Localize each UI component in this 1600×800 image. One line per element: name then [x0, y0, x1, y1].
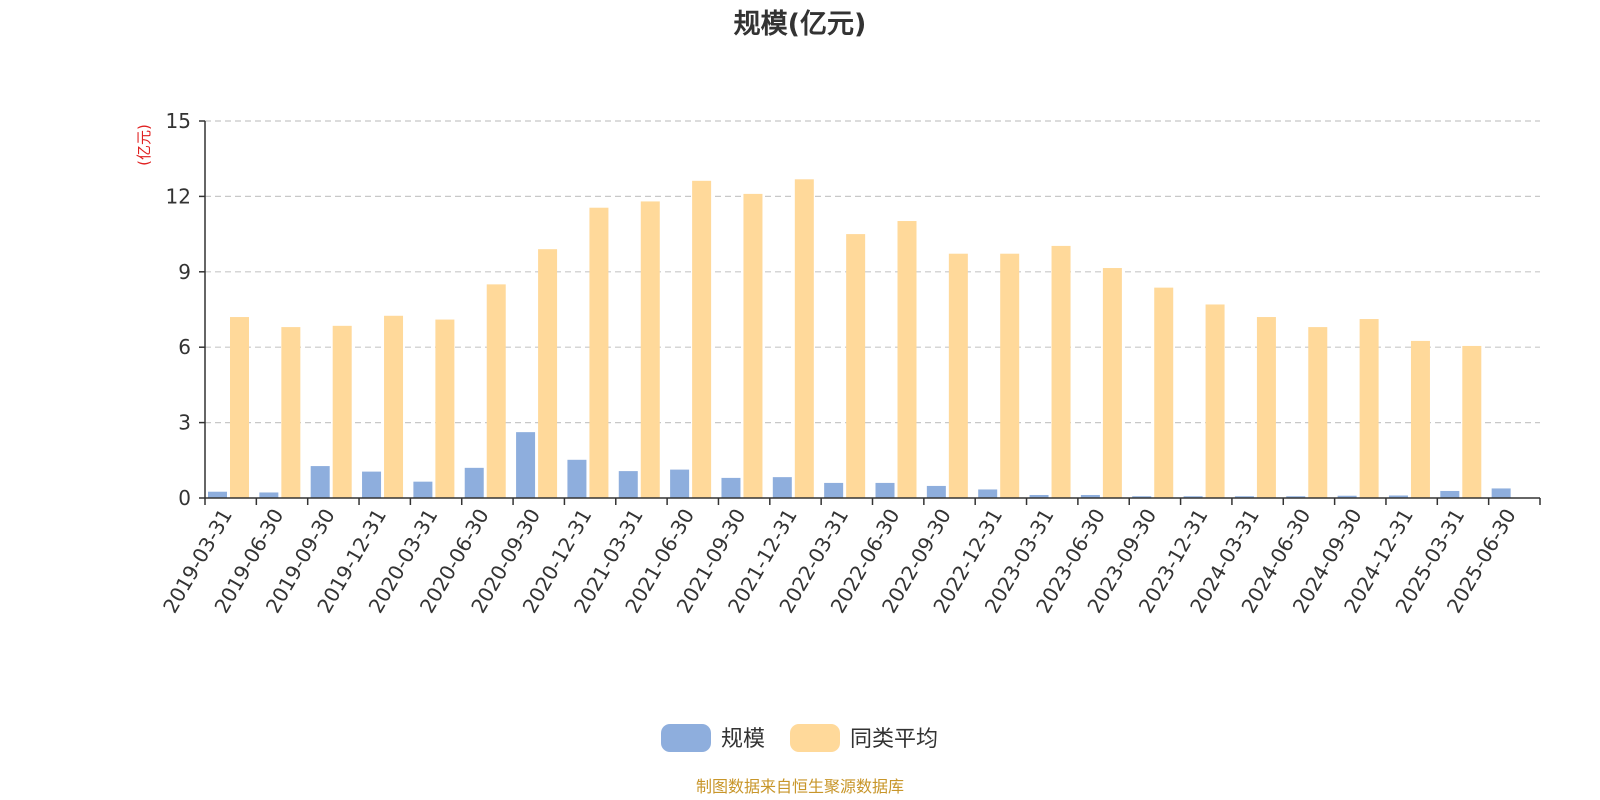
bar-scale-23: [1388, 495, 1408, 498]
bar-scale-6: [516, 432, 536, 498]
bar-peer-average-17: [1102, 268, 1122, 498]
bar-peer-average-1: [281, 327, 301, 498]
bar-scale-11: [772, 477, 792, 498]
bar-peer-average-13: [897, 221, 917, 498]
bar-scale-24: [1440, 490, 1460, 498]
bar-peer-average-22: [1359, 319, 1379, 498]
bar-peer-average-24: [1462, 345, 1482, 498]
bar-scale-21: [1286, 496, 1306, 498]
bar-peer-average-5: [486, 284, 506, 498]
bar-scale-8: [618, 471, 638, 498]
bar-scale-18: [1132, 496, 1152, 498]
bar-peer-average-16: [1051, 245, 1071, 498]
bar-scale-14: [926, 485, 946, 498]
bar-scale-19: [1183, 496, 1203, 498]
bar-scale-9: [670, 469, 690, 498]
x-axis-ticks: 2019-03-312019-06-302019-09-302019-12-31…: [158, 498, 1541, 617]
bar-scale-3: [362, 471, 382, 498]
chart-title: 规模(亿元): [734, 9, 867, 40]
bar-peer-average-21: [1308, 327, 1328, 498]
bar-peer-average-10: [743, 193, 763, 499]
bar-scale-5: [464, 467, 484, 498]
y-tick-label-4: 12: [166, 184, 191, 208]
bar-peer-average-6: [538, 249, 558, 498]
bar-scale-15: [978, 489, 998, 498]
y-tick-label-3: 9: [178, 260, 191, 284]
bar-scale-12: [824, 482, 844, 498]
gridlines: [205, 120, 1540, 424]
y-axis-unit-label: (亿元): [135, 124, 153, 166]
source-note: 制图数据来自恒生聚源数据库: [696, 777, 904, 796]
bar-scale-20: [1234, 496, 1254, 498]
legend-label-scale: 规模: [721, 727, 765, 752]
bar-scale-10: [721, 477, 741, 498]
bar-peer-average-15: [1000, 253, 1020, 498]
bar-peer-average-2: [332, 325, 352, 498]
bar-scale-17: [1080, 494, 1100, 498]
bar-peer-average-4: [435, 319, 455, 498]
bar-scale-0: [208, 491, 227, 498]
legend-swatch-scale: [661, 724, 711, 752]
bar-peer-average-19: [1205, 304, 1225, 498]
y-tick-label-5: 15: [166, 109, 191, 133]
y-tick-label-0: 0: [178, 486, 191, 510]
y-axis-ticks: 0 3 6 9 12 15: [166, 109, 205, 510]
bar-scale-16: [1029, 494, 1049, 498]
bar-peer-average-9: [692, 180, 712, 499]
bars: [208, 179, 1511, 499]
y-tick-label-1: 3: [178, 411, 191, 435]
bar-scale-4: [413, 481, 433, 498]
y-tick-label-2: 6: [178, 335, 191, 359]
bar-scale-2: [310, 466, 330, 498]
bar-scale-1: [259, 492, 279, 498]
bar-peer-average-8: [640, 201, 660, 498]
bar-peer-average-12: [846, 234, 866, 498]
bar-peer-average-11: [794, 179, 814, 498]
bar-peer-average-20: [1256, 317, 1276, 498]
bar-peer-average-7: [589, 207, 609, 498]
legend-label-peer-average: 同类平均: [850, 727, 938, 752]
bar-peer-average-3: [384, 315, 404, 498]
axes: [204, 121, 1540, 499]
bar-peer-average-18: [1154, 287, 1174, 498]
bar-scale-25: [1491, 488, 1511, 498]
bar-peer-average-0: [230, 317, 249, 498]
legend: 规模 同类平均: [661, 724, 938, 752]
bar-peer-average-14: [948, 253, 968, 498]
bar-peer-average-23: [1410, 340, 1430, 498]
bar-scale-22: [1337, 495, 1357, 498]
legend-swatch-peer-average: [790, 724, 840, 752]
bar-scale-13: [875, 482, 895, 498]
bar-scale-7: [567, 459, 587, 498]
